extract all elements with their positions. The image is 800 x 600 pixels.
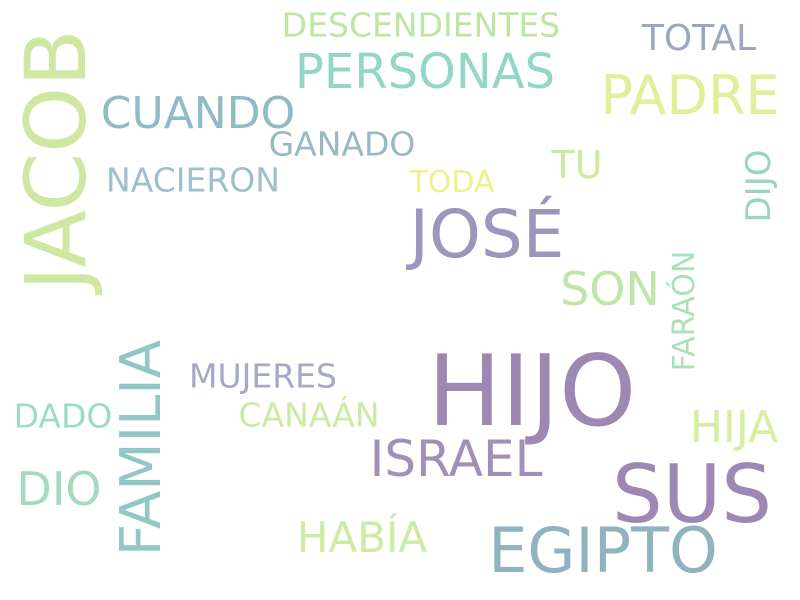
word-tu: TU <box>551 143 603 187</box>
word-canaan: CANAÁN <box>238 395 380 435</box>
word-son: SON <box>560 262 660 316</box>
word-israel: ISRAEL <box>369 430 543 488</box>
word-total: TOTAL <box>641 18 757 59</box>
word-jacob: JACOB <box>7 29 105 291</box>
word-hijo: HIJO <box>427 335 637 449</box>
word-ganado: GANADO <box>268 124 416 164</box>
word-nacieron: NACIERON <box>106 160 280 200</box>
word-hija: HIJA <box>689 402 779 453</box>
word-mujeres: MUJERES <box>189 356 337 396</box>
word-dado: DADO <box>13 396 113 436</box>
word-sus: SUS <box>611 448 773 541</box>
word-egipto: EGIPTO <box>488 514 718 587</box>
word-cuando: CUANDO <box>100 88 296 139</box>
word-personas: PERSONAS <box>294 44 556 100</box>
word-dijo: DIJO <box>739 149 779 223</box>
word-padre: PADRE <box>600 64 780 127</box>
word-toda: TODA <box>409 165 495 200</box>
word-faraon: FARAÓN <box>667 250 702 372</box>
word-habia: HABÍA <box>296 513 428 562</box>
word-dio: DIO <box>16 462 102 516</box>
word-jose: JOSÉ <box>409 196 565 273</box>
word-familia: FAMILIA <box>109 339 174 557</box>
word-descendientes: DESCENDIENTES <box>281 5 561 45</box>
